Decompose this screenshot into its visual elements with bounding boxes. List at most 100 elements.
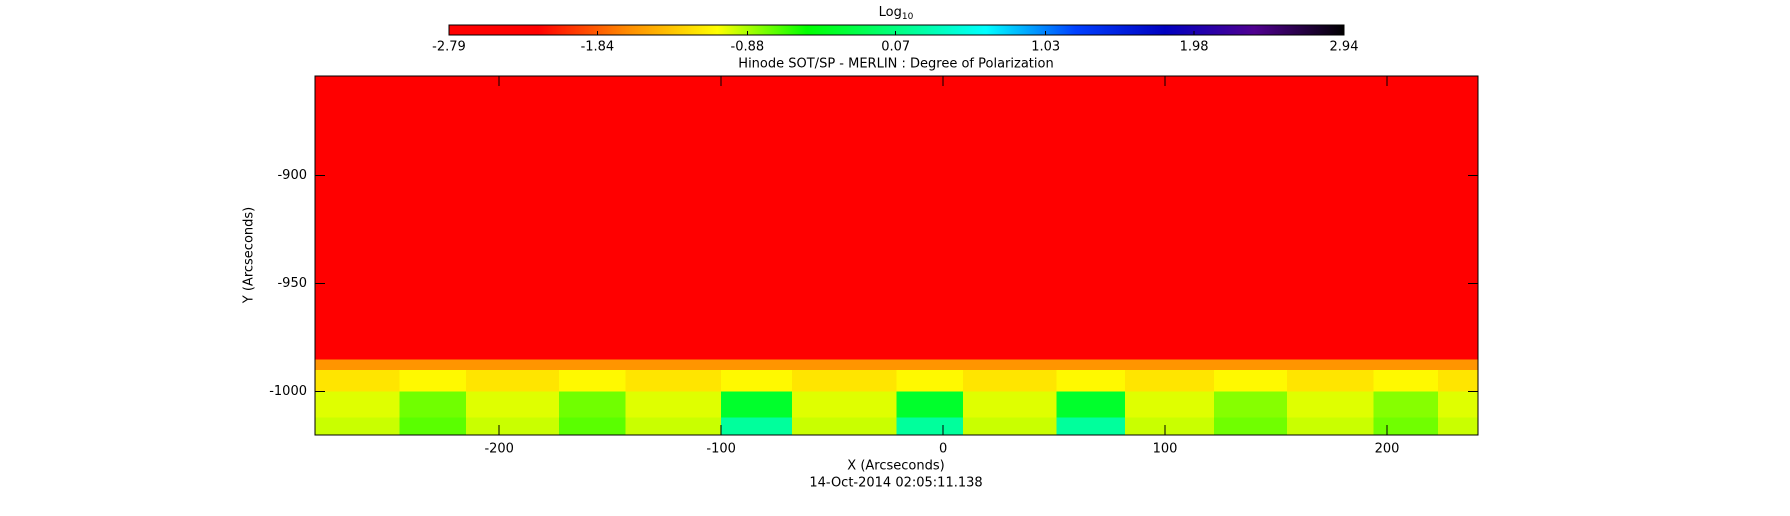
heatmap-cell	[896, 417, 964, 435]
heatmap-cell	[559, 417, 626, 435]
heatmap-cell	[465, 417, 560, 435]
heatmap-cell	[792, 359, 897, 371]
heatmap-cell	[315, 417, 400, 435]
heatmap-cell	[963, 391, 1057, 418]
heatmap-cell	[1125, 76, 1214, 360]
x-tick-label: 100	[1153, 442, 1178, 457]
heatmap-cell	[896, 370, 964, 392]
heatmap-cell	[721, 370, 793, 392]
heatmap-cell	[559, 359, 626, 371]
heatmap-cell	[1213, 391, 1288, 418]
heatmap-cell	[399, 359, 466, 371]
heatmap-cell	[1056, 417, 1126, 435]
heatmap-cell	[625, 391, 722, 418]
heatmap-cell	[399, 417, 466, 435]
x-tick-label: -100	[706, 442, 736, 457]
heatmap-cell	[465, 359, 560, 371]
heatmap-cell	[1213, 370, 1288, 392]
heatmap-cell	[1438, 76, 1478, 360]
heatmap-cell	[559, 76, 626, 360]
colorbar-tick-label: 1.98	[1180, 40, 1209, 55]
heatmap-cell	[1056, 359, 1126, 371]
heatmap-cell	[1125, 391, 1214, 418]
heatmap-cell	[1287, 359, 1374, 371]
heatmap-cell	[1125, 359, 1214, 371]
heatmap-cell	[1213, 76, 1288, 360]
heatmap-cell	[1125, 417, 1214, 435]
colorbar-label-subscript: 10	[902, 12, 914, 22]
colorbar-label: Log10	[879, 5, 914, 22]
heatmap-cell	[792, 370, 897, 392]
heatmap-cell	[1125, 370, 1214, 392]
heatmap-cell	[465, 76, 560, 360]
heatmap-cell	[1373, 76, 1439, 360]
heatmap-cell	[1056, 76, 1126, 360]
chart-subtitle: 14-Oct-2014 02:05:11.138	[809, 476, 982, 491]
heatmap-cell	[1213, 359, 1288, 371]
colorbar-label-base: Log	[879, 5, 902, 20]
heatmap-cell	[1373, 417, 1439, 435]
heatmap-cell	[1373, 370, 1439, 392]
y-axis-title: Y (Arcseconds)	[242, 207, 257, 304]
y-tick-label: -950	[277, 276, 307, 291]
chart-title: Hinode SOT/SP - MERLIN : Degree of Polar…	[738, 57, 1053, 72]
heatmap-cell	[315, 76, 400, 360]
heatmap-cell	[1287, 417, 1374, 435]
heatmap-cell	[963, 359, 1057, 371]
colorbar-tick-label: 0.07	[881, 40, 910, 55]
x-axis-title: X (Arcseconds)	[847, 459, 944, 474]
colorbar-tick-label: 2.94	[1330, 40, 1359, 55]
heatmap-cell	[1438, 391, 1478, 418]
x-tick-label: 200	[1375, 442, 1400, 457]
heatmap-cell	[1373, 359, 1439, 371]
heatmap-cell	[465, 370, 560, 392]
heatmap-cell	[399, 370, 466, 392]
heatmap-cell	[963, 76, 1057, 360]
heatmap-cell	[721, 391, 793, 418]
heatmap-cell	[1287, 370, 1374, 392]
heatmap-cell	[625, 76, 722, 360]
plot-frame	[314, 75, 1479, 436]
heatmap-cell	[399, 76, 466, 360]
heatmap-cell	[465, 391, 560, 418]
colorbar-tick-label: -2.79	[432, 40, 466, 55]
heatmap-cell	[1056, 370, 1126, 392]
heatmap-cell	[1438, 417, 1478, 435]
heatmap-cell	[559, 391, 626, 418]
heatmap-cell	[315, 370, 400, 392]
colorbar-tick-label: -0.88	[731, 40, 765, 55]
heatmap-cell	[721, 359, 793, 371]
heatmap-cell	[1438, 359, 1478, 371]
y-tick-label: -1000	[269, 384, 307, 399]
colorbar-tick-label: -1.84	[581, 40, 615, 55]
heatmap-cell	[625, 370, 722, 392]
heatmap-cell	[1056, 391, 1126, 418]
y-tick-label: -900	[277, 168, 307, 183]
heatmap-cell	[1438, 370, 1478, 392]
heatmap-cell	[399, 391, 466, 418]
heatmap-cell	[963, 370, 1057, 392]
heatmap-cell	[792, 391, 897, 418]
heatmap-cell	[315, 391, 400, 418]
x-tick-label: 0	[939, 442, 947, 457]
heatmap-cell	[896, 359, 964, 371]
heatmap-cell	[1287, 391, 1374, 418]
heatmap-cell	[559, 370, 626, 392]
heatmap-cell	[315, 359, 400, 371]
heatmap-cell	[792, 417, 897, 435]
heatmap-cell	[1373, 391, 1439, 418]
heatmap-cell	[721, 76, 793, 360]
heatmap-cell	[896, 391, 964, 418]
heatmap-cell	[721, 417, 793, 435]
x-tick-label: -200	[484, 442, 514, 457]
heatmap-cell	[1287, 76, 1374, 360]
colorbar	[448, 24, 1345, 36]
heatmap-cell	[625, 359, 722, 371]
heatmap-cell	[963, 417, 1057, 435]
heatmap-cell	[1213, 417, 1288, 435]
heatmap	[315, 76, 1478, 435]
heatmap-cell	[896, 76, 964, 360]
heatmap-cell	[792, 76, 897, 360]
colorbar-tick-label: 1.03	[1031, 40, 1060, 55]
